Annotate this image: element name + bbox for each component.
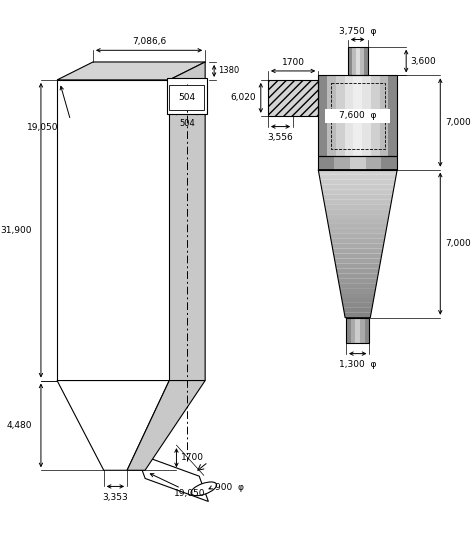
Text: 6,020: 6,020: [231, 93, 256, 102]
Polygon shape: [323, 194, 393, 199]
Polygon shape: [324, 199, 392, 204]
Text: 1700: 1700: [282, 59, 304, 67]
Polygon shape: [341, 293, 375, 298]
Bar: [327, 75, 336, 156]
Polygon shape: [57, 62, 205, 80]
Polygon shape: [326, 214, 389, 219]
Bar: [325, 108, 390, 123]
Bar: [350, 156, 366, 170]
Polygon shape: [169, 62, 205, 380]
Polygon shape: [57, 80, 169, 380]
Polygon shape: [321, 185, 395, 189]
Bar: [360, 318, 365, 343]
Text: 3,556: 3,556: [268, 133, 294, 142]
Text: 3,353: 3,353: [102, 493, 128, 502]
Bar: [363, 46, 368, 75]
Text: 7,600  φ: 7,600 φ: [339, 111, 377, 121]
Polygon shape: [343, 303, 373, 308]
Text: 7,086,6: 7,086,6: [132, 37, 166, 46]
Text: 504: 504: [179, 118, 194, 128]
Polygon shape: [337, 273, 379, 278]
Bar: [318, 75, 327, 156]
Polygon shape: [329, 229, 387, 234]
Bar: [331, 82, 385, 149]
Polygon shape: [344, 313, 371, 318]
Polygon shape: [343, 308, 372, 313]
Text: 504: 504: [178, 93, 195, 102]
Polygon shape: [330, 234, 386, 239]
Polygon shape: [334, 258, 381, 263]
Bar: [381, 156, 397, 170]
Bar: [346, 318, 351, 343]
Bar: [352, 46, 356, 75]
Polygon shape: [318, 170, 397, 175]
Text: 7,000: 7,000: [445, 239, 471, 248]
Text: 900  φ: 900 φ: [215, 483, 244, 492]
Polygon shape: [338, 278, 378, 283]
Bar: [318, 156, 334, 170]
Bar: [348, 46, 368, 75]
Polygon shape: [333, 249, 383, 254]
Bar: [336, 75, 345, 156]
Bar: [354, 75, 362, 156]
Polygon shape: [169, 85, 204, 109]
Polygon shape: [325, 209, 390, 214]
Polygon shape: [336, 268, 379, 273]
Text: 1,300  φ: 1,300 φ: [339, 360, 377, 369]
Ellipse shape: [191, 482, 217, 495]
Bar: [355, 318, 360, 343]
Text: 1380: 1380: [218, 66, 239, 75]
Polygon shape: [136, 453, 209, 502]
Polygon shape: [127, 380, 205, 470]
Bar: [379, 75, 388, 156]
Text: 19,050: 19,050: [174, 489, 206, 498]
Polygon shape: [167, 78, 207, 114]
Polygon shape: [331, 239, 385, 244]
Polygon shape: [327, 219, 388, 224]
Polygon shape: [328, 224, 388, 229]
Polygon shape: [332, 244, 384, 249]
Polygon shape: [342, 298, 374, 303]
Text: 19,050: 19,050: [27, 123, 59, 132]
Polygon shape: [339, 283, 377, 288]
Bar: [348, 46, 352, 75]
Bar: [360, 46, 363, 75]
Polygon shape: [322, 189, 394, 194]
Polygon shape: [319, 175, 396, 180]
Bar: [365, 318, 370, 343]
Bar: [356, 46, 360, 75]
Bar: [362, 75, 371, 156]
Bar: [318, 156, 397, 170]
Text: 4,480: 4,480: [7, 421, 32, 430]
Text: 31,900: 31,900: [0, 226, 32, 234]
Text: 1700: 1700: [181, 453, 204, 462]
Polygon shape: [325, 204, 391, 209]
Polygon shape: [340, 288, 376, 293]
Polygon shape: [335, 263, 380, 268]
Text: 7,000: 7,000: [445, 118, 471, 127]
Bar: [388, 75, 397, 156]
Text: 3,750  φ: 3,750 φ: [339, 27, 377, 36]
Bar: [318, 75, 397, 156]
Bar: [334, 156, 350, 170]
Polygon shape: [334, 254, 382, 258]
Bar: [345, 75, 354, 156]
Polygon shape: [320, 180, 396, 185]
Text: 3,600: 3,600: [411, 56, 437, 66]
Bar: [366, 156, 381, 170]
Bar: [346, 318, 370, 343]
Bar: [351, 318, 355, 343]
Polygon shape: [57, 380, 169, 470]
Bar: [371, 75, 379, 156]
Bar: [268, 80, 318, 116]
